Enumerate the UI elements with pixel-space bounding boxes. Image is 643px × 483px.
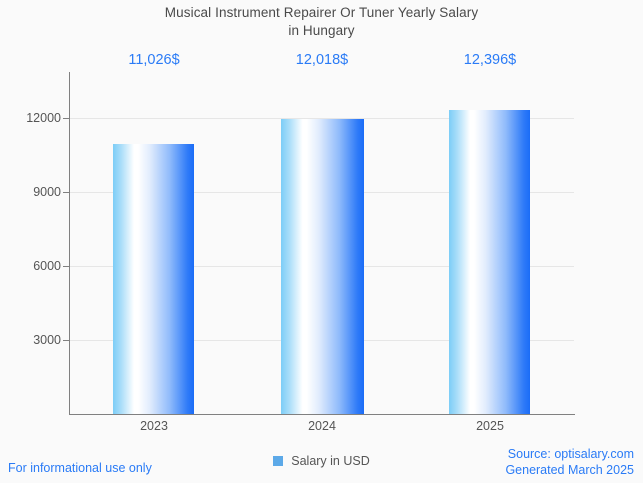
tick-mark-6000 <box>63 266 69 267</box>
chart-title: Musical Instrument Repairer Or Tuner Yea… <box>0 4 643 40</box>
y-axis-label-12000: 12000 <box>26 111 61 125</box>
y-axis-line <box>69 72 70 415</box>
y-axis-label-9000: 9000 <box>33 185 61 199</box>
x-axis-label-2025: 2025 <box>476 419 504 433</box>
x-axis-label-2023: 2023 <box>140 419 168 433</box>
bar-2023[interactable] <box>113 144 194 414</box>
x-axis-label-2024: 2024 <box>308 419 336 433</box>
footer-source: Source: optisalary.com <box>507 447 634 461</box>
gridline-12000 <box>69 118 574 119</box>
tick-mark-9000 <box>63 192 69 193</box>
footer-disclaimer: For informational use only <box>8 461 152 475</box>
y-axis-label-3000: 3000 <box>33 333 61 347</box>
bar-2024[interactable] <box>281 119 364 414</box>
chart-legend: Salary in USD <box>0 454 643 468</box>
value-label-2024: 12,018$ <box>295 52 349 68</box>
tick-mark-3000 <box>63 340 69 341</box>
tick-mark-12000 <box>63 118 69 119</box>
footer-generated: Generated March 2025 <box>505 463 634 477</box>
bar-2025[interactable] <box>449 110 530 414</box>
footer-attribution: Source: optisalary.com Generated March 2… <box>505 446 634 478</box>
chart-title-line-2: in Hungary <box>288 23 355 38</box>
x-axis-line <box>69 414 575 415</box>
y-axis-label-6000: 6000 <box>33 259 61 273</box>
value-label-2025: 12,396$ <box>463 52 517 68</box>
plot-area <box>69 72 574 414</box>
legend-label-salary-in-usd[interactable]: Salary in USD <box>291 454 370 468</box>
legend-swatch-icon <box>273 456 284 466</box>
chart-title-line-1: Musical Instrument Repairer Or Tuner Yea… <box>164 5 479 20</box>
value-label-2023: 11,026$ <box>128 52 180 68</box>
